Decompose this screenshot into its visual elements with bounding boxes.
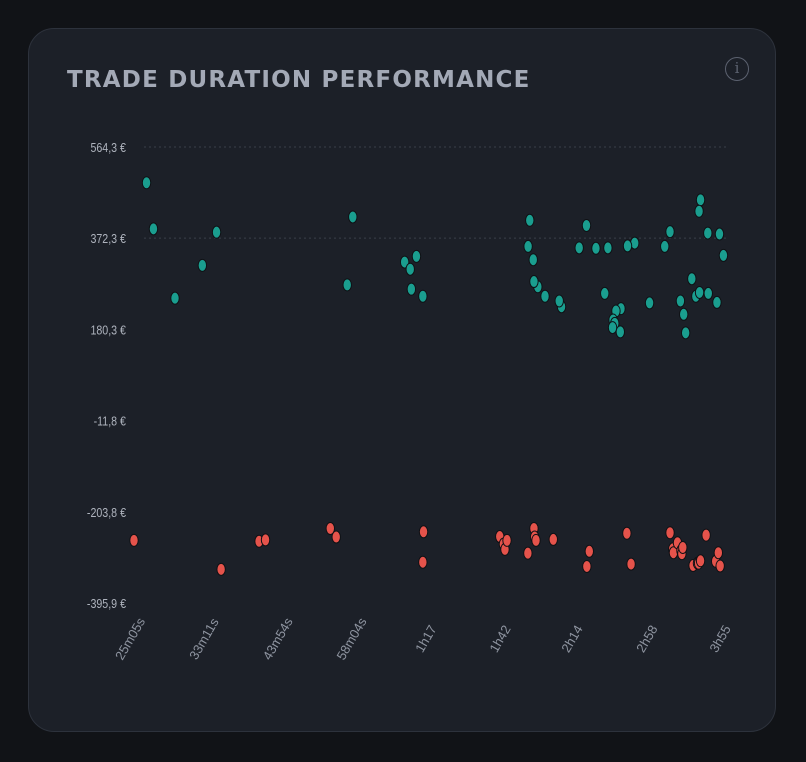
data-point[interactable] bbox=[591, 241, 601, 255]
data-point[interactable] bbox=[703, 226, 713, 240]
data-point[interactable] bbox=[418, 555, 428, 569]
data-point[interactable] bbox=[529, 275, 539, 289]
data-point[interactable] bbox=[622, 526, 632, 540]
x-tick-label: 1h42 bbox=[486, 622, 513, 655]
data-point[interactable] bbox=[528, 253, 538, 267]
data-point[interactable] bbox=[687, 272, 697, 286]
data-point[interactable] bbox=[660, 239, 670, 253]
data-point[interactable] bbox=[418, 525, 429, 539]
data-point[interactable] bbox=[695, 554, 706, 568]
data-point[interactable] bbox=[600, 286, 610, 300]
x-tick-label: 25m05s bbox=[112, 615, 148, 663]
data-point[interactable] bbox=[584, 544, 595, 558]
data-point[interactable] bbox=[502, 533, 512, 547]
data-point[interactable] bbox=[680, 326, 691, 340]
data-point[interactable] bbox=[694, 204, 704, 218]
data-point[interactable] bbox=[523, 239, 533, 253]
data-point[interactable] bbox=[581, 219, 592, 233]
data-point[interactable] bbox=[129, 533, 139, 547]
data-point[interactable] bbox=[523, 546, 533, 560]
data-point[interactable] bbox=[582, 559, 592, 573]
x-tick-label: 33m11s bbox=[186, 615, 222, 662]
data-point[interactable] bbox=[211, 225, 222, 239]
data-point[interactable] bbox=[141, 176, 152, 190]
data-point[interactable] bbox=[678, 540, 688, 554]
x-tick-label: 1h17 bbox=[412, 622, 439, 655]
data-point[interactable] bbox=[679, 307, 689, 321]
x-tick-label: 2h58 bbox=[633, 622, 660, 655]
data-point[interactable] bbox=[713, 546, 724, 560]
data-point[interactable] bbox=[574, 241, 584, 255]
data-point[interactable] bbox=[603, 241, 613, 255]
chart-title: TRADE DURATION PERFORMANCE bbox=[67, 67, 531, 93]
data-point[interactable] bbox=[170, 291, 180, 305]
data-point[interactable] bbox=[405, 262, 415, 276]
data-point[interactable] bbox=[197, 258, 208, 272]
data-point[interactable] bbox=[554, 294, 564, 308]
info-icon[interactable]: i bbox=[725, 57, 749, 81]
data-point[interactable] bbox=[626, 557, 636, 571]
data-point[interactable] bbox=[694, 285, 705, 299]
data-point[interactable] bbox=[701, 528, 711, 542]
x-tick-label: 43m54s bbox=[260, 615, 296, 663]
y-tick-label: 372,3 € bbox=[90, 231, 126, 246]
data-point[interactable] bbox=[406, 282, 417, 296]
chart-card: TRADE DURATION PERFORMANCE i 564,3 € 372,… bbox=[28, 28, 776, 732]
data-point[interactable] bbox=[665, 225, 675, 239]
data-point[interactable] bbox=[607, 321, 618, 335]
data-point[interactable] bbox=[348, 210, 358, 224]
y-tick-label: 564,3 € bbox=[90, 140, 126, 155]
data-point[interactable] bbox=[718, 248, 729, 262]
data-point[interactable] bbox=[331, 530, 341, 544]
data-point[interactable] bbox=[411, 249, 422, 263]
data-point[interactable] bbox=[548, 532, 558, 546]
data-point[interactable] bbox=[715, 559, 725, 573]
data-point[interactable] bbox=[714, 227, 725, 241]
data-point[interactable] bbox=[216, 562, 226, 576]
data-point[interactable] bbox=[675, 294, 686, 308]
y-tick-label: -395,9 € bbox=[87, 596, 126, 611]
data-point[interactable] bbox=[418, 289, 428, 303]
data-point[interactable] bbox=[615, 325, 626, 339]
data-point[interactable] bbox=[260, 533, 271, 547]
y-tick-label: -11,8 € bbox=[94, 414, 127, 429]
data-point[interactable] bbox=[148, 222, 159, 236]
data-point[interactable] bbox=[325, 521, 335, 535]
data-point[interactable] bbox=[525, 213, 535, 227]
data-point[interactable] bbox=[342, 278, 352, 292]
scatter-plot: 564,3 € 372,3 € 180,3 € -11,8 € -203,8 € -395… bbox=[87, 140, 734, 663]
data-point[interactable] bbox=[622, 239, 633, 253]
data-point[interactable] bbox=[531, 533, 541, 547]
y-tick-label: 180,3 € bbox=[90, 322, 126, 337]
data-point[interactable] bbox=[695, 193, 706, 207]
x-tick-label: 3h55 bbox=[706, 622, 733, 655]
y-tick-label: -203,8 € bbox=[87, 505, 126, 520]
data-point[interactable] bbox=[712, 295, 722, 309]
data-point[interactable] bbox=[665, 526, 675, 540]
data-point[interactable] bbox=[540, 289, 550, 303]
x-tick-label: 58m04s bbox=[333, 615, 369, 663]
x-tick-label: 2h14 bbox=[558, 622, 585, 655]
data-point[interactable] bbox=[703, 286, 713, 300]
data-point[interactable] bbox=[644, 296, 655, 310]
